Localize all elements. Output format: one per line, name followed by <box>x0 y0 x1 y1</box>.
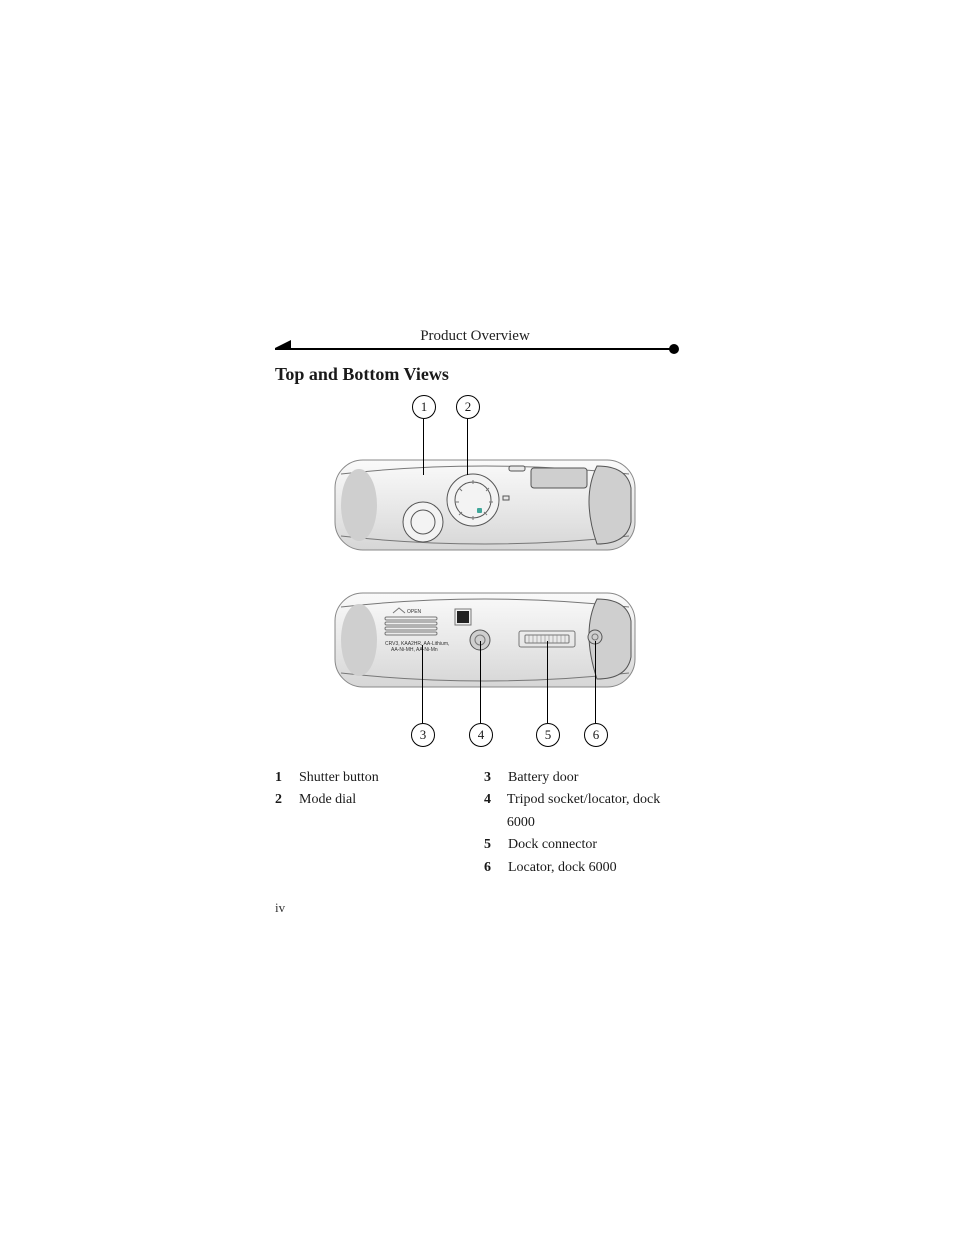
legend-text: Mode dial <box>299 789 356 811</box>
running-head-title: Product Overview <box>275 328 675 345</box>
open-label: OPEN <box>407 609 422 615</box>
leader-2 <box>467 419 468 475</box>
camera-bottom-view: OPEN CRV3, KAA2HR, AA-Lithium, AA-Ni-MH,… <box>335 593 635 687</box>
callout-5: 5 <box>536 723 560 747</box>
legend-text: Tripod socket/locator, dock 6000 <box>507 789 675 834</box>
callout-1: 1 <box>412 395 436 419</box>
rule-dot-icon <box>669 344 679 354</box>
legend-text: Locator, dock 6000 <box>508 857 617 879</box>
legend: 1 Shutter button 2 Mode dial 3 Battery d… <box>275 767 675 879</box>
legend-num: 2 <box>275 789 287 811</box>
legend-row: 3 Battery door <box>484 767 675 789</box>
legend-text: Shutter button <box>299 767 379 789</box>
legend-col-right: 3 Battery door 4 Tripod socket/locator, … <box>484 767 675 879</box>
legend-num: 3 <box>484 767 496 789</box>
legend-row: 2 Mode dial <box>275 789 466 811</box>
camera-views-figure: 1 2 3 4 5 6 <box>295 395 655 755</box>
legend-num: 4 <box>484 789 495 834</box>
section-heading: Top and Bottom Views <box>275 364 675 385</box>
rule-line <box>275 348 675 350</box>
legend-num: 5 <box>484 834 496 856</box>
leader-4 <box>480 641 481 723</box>
camera-diagram-svg: OPEN CRV3, KAA2HR, AA-Lithium, AA-Ni-MH,… <box>295 395 655 755</box>
legend-col-left: 1 Shutter button 2 Mode dial <box>275 767 466 879</box>
running-head: Product Overview <box>275 334 675 358</box>
callout-2: 2 <box>456 395 480 419</box>
legend-num: 1 <box>275 767 287 789</box>
legend-row: 5 Dock connector <box>484 834 675 856</box>
callout-6: 6 <box>584 723 608 747</box>
legend-row: 6 Locator, dock 6000 <box>484 857 675 879</box>
callout-4: 4 <box>469 723 493 747</box>
legend-row: 4 Tripod socket/locator, dock 6000 <box>484 789 675 834</box>
leader-3 <box>422 645 423 723</box>
battery-spec-line2: AA-Ni-MH, AA-Ni-Mn <box>391 647 438 653</box>
legend-num: 6 <box>484 857 496 879</box>
leader-6 <box>595 641 596 723</box>
legend-row: 1 Shutter button <box>275 767 466 789</box>
camera-top-view <box>335 460 635 550</box>
legend-text: Battery door <box>508 767 578 789</box>
legend-text: Dock connector <box>508 834 597 856</box>
leader-5 <box>547 641 548 723</box>
callout-3: 3 <box>411 723 435 747</box>
page-number: iv <box>275 900 285 916</box>
leader-1 <box>423 419 424 475</box>
